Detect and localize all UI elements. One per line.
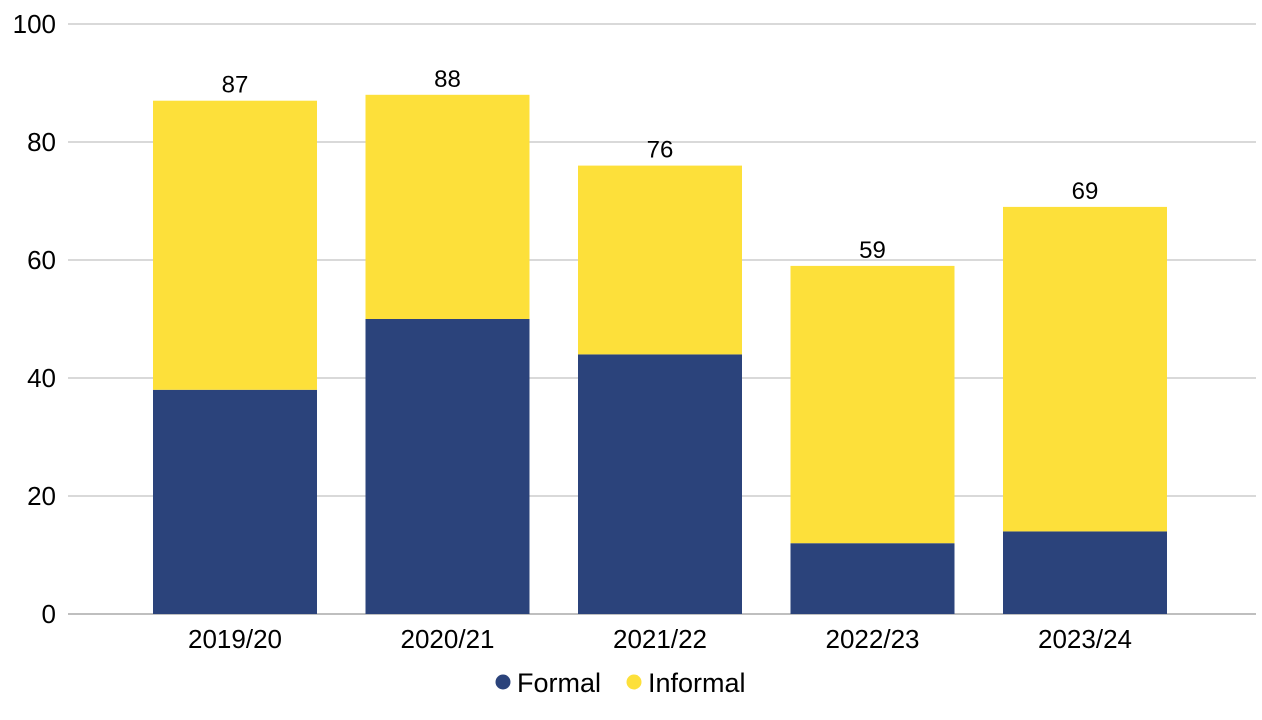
y-tick-label: 0 bbox=[42, 599, 56, 629]
y-tick-label: 60 bbox=[27, 245, 56, 275]
y-axis-tick-labels: 0 20 40 60 80 100 bbox=[13, 9, 56, 629]
bar-segment-informal bbox=[153, 100, 317, 390]
legend-marker-informal bbox=[626, 674, 642, 690]
y-tick-label: 20 bbox=[27, 481, 56, 511]
total-label: 69 bbox=[1072, 178, 1099, 205]
total-label: 88 bbox=[434, 66, 461, 93]
bar-segment-informal bbox=[365, 94, 530, 319]
x-category-label: 2021/22 bbox=[613, 624, 707, 654]
legend-marker-formal bbox=[495, 674, 511, 690]
y-tick-label: 40 bbox=[27, 363, 56, 393]
x-axis-category-labels: 2019/20 2020/21 2021/22 2022/23 2023/24 bbox=[188, 624, 1132, 654]
legend: Formal Informal bbox=[495, 668, 746, 698]
bar-segment-formal bbox=[1003, 531, 1167, 614]
bar-segment-informal bbox=[578, 165, 742, 355]
bar-segment-formal bbox=[578, 354, 742, 614]
bar-segment-informal bbox=[790, 265, 955, 544]
total-label: 87 bbox=[222, 72, 249, 99]
bar-segment-formal bbox=[153, 389, 317, 614]
y-tick-label: 100 bbox=[13, 9, 56, 39]
bar-segment-informal bbox=[1003, 206, 1167, 532]
total-label: 59 bbox=[859, 237, 886, 264]
x-category-label: 2019/20 bbox=[188, 624, 282, 654]
bar-segment-formal bbox=[365, 319, 530, 614]
x-category-label: 2023/24 bbox=[1038, 624, 1132, 654]
legend-label-informal: Informal bbox=[648, 668, 746, 698]
bar-segment-formal bbox=[790, 543, 955, 614]
legend-label-formal: Formal bbox=[517, 668, 601, 698]
x-category-label: 2020/21 bbox=[401, 624, 495, 654]
x-category-label: 2022/23 bbox=[826, 624, 920, 654]
y-tick-label: 80 bbox=[27, 127, 56, 157]
total-labels: 87 88 76 59 69 bbox=[222, 66, 1099, 264]
bars bbox=[153, 94, 1167, 614]
total-label: 76 bbox=[647, 137, 674, 164]
